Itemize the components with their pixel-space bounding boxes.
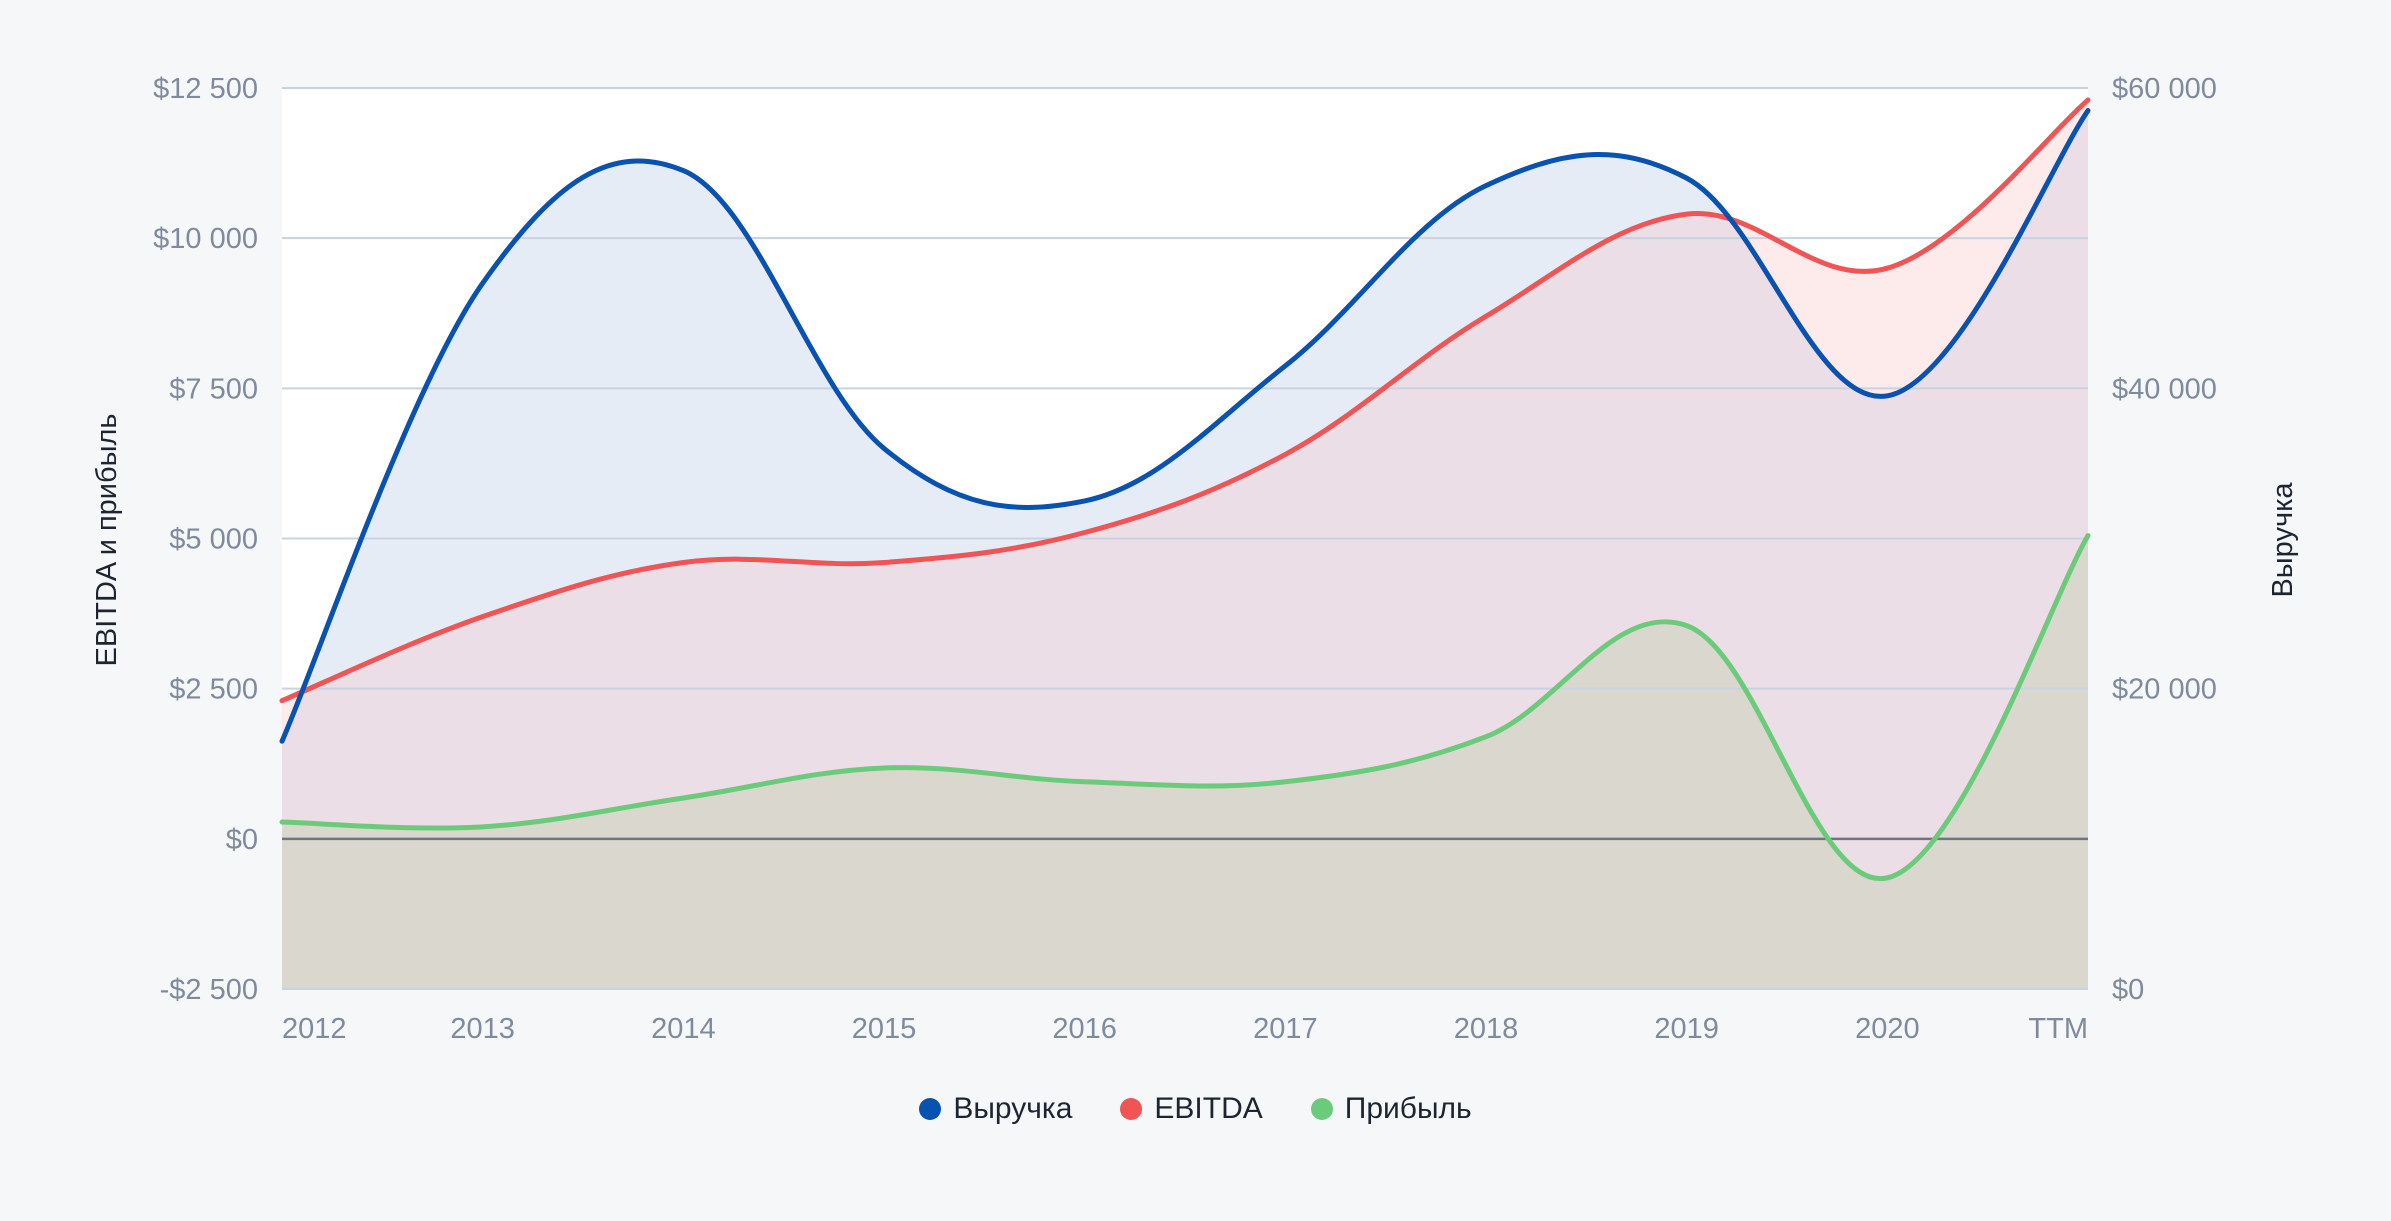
left-axis-ticks: -$2 500 $0 $2 500 $5 000 $7 500 $10 000 $12 50… [153,73,258,1006]
legend-label-ebitda: EBITDA [1154,1092,1263,1125]
x-tick-label: 2015 [852,1013,917,1045]
legend-label-profit: Прибыль [1344,1092,1472,1125]
legend-item-profit[interactable]: Прибыль [1310,1092,1472,1126]
legend-dot-ebitda [1120,1098,1143,1120]
left-tick-label: $2 500 [169,674,258,706]
series-lines [279,97,2091,881]
line-revenue[interactable] [279,108,2091,744]
left-tick-label: $10 000 [153,223,258,255]
legend-dot-revenue [919,1098,942,1120]
line-profit[interactable] [279,532,2091,881]
x-tick-label: 2017 [1253,1013,1318,1045]
legend-item-ebitda[interactable]: EBITDA [1120,1092,1263,1126]
x-tick-label: 2019 [1654,1013,1719,1045]
legend: Выручка EBITDA Прибыль [0,1092,2391,1126]
series-fills [282,100,2088,990]
left-tick-label: $5 000 [169,524,258,556]
x-axis-ticks: 2012 2013 2014 2015 2016 2017 2018 2019 2020 TTM [282,1013,2088,1045]
line-ebitda[interactable] [279,97,2091,704]
x-tick-label: 2014 [651,1013,716,1045]
gridlines [282,87,2088,990]
left-tick-label: $0 [226,824,258,856]
area-profit [282,535,2088,989]
legend-label-revenue: Выручка [953,1092,1073,1125]
right-tick-label: $20 000 [2112,674,2217,706]
right-tick-label: $0 [2112,974,2144,1006]
area-revenue [282,110,2088,989]
x-tick-label: 2020 [1855,1013,1920,1045]
x-tick-label: 2013 [450,1013,515,1045]
x-tick-label: 2016 [1052,1013,1117,1045]
area-ebitda [282,100,2088,990]
right-axis-title: Выручка [2267,482,2299,598]
x-tick-label: TTM [2028,1013,2088,1045]
x-tick-label: 2012 [282,1013,347,1045]
x-tick-label: 2018 [1454,1013,1519,1045]
legend-item-revenue[interactable]: Выручка [919,1092,1072,1126]
left-tick-label: -$2 500 [160,974,258,1006]
right-axis-ticks: $0 $20 000 $40 000 $60 000 [2112,73,2217,1006]
right-tick-label: $40 000 [2112,373,2217,405]
left-axis-title: EBITDA и прибыль [91,414,123,667]
left-tick-label: $7 500 [169,373,258,405]
legend-dot-profit [1310,1098,1333,1120]
right-tick-label: $60 000 [2112,73,2217,105]
left-tick-label: $12 500 [153,73,258,105]
